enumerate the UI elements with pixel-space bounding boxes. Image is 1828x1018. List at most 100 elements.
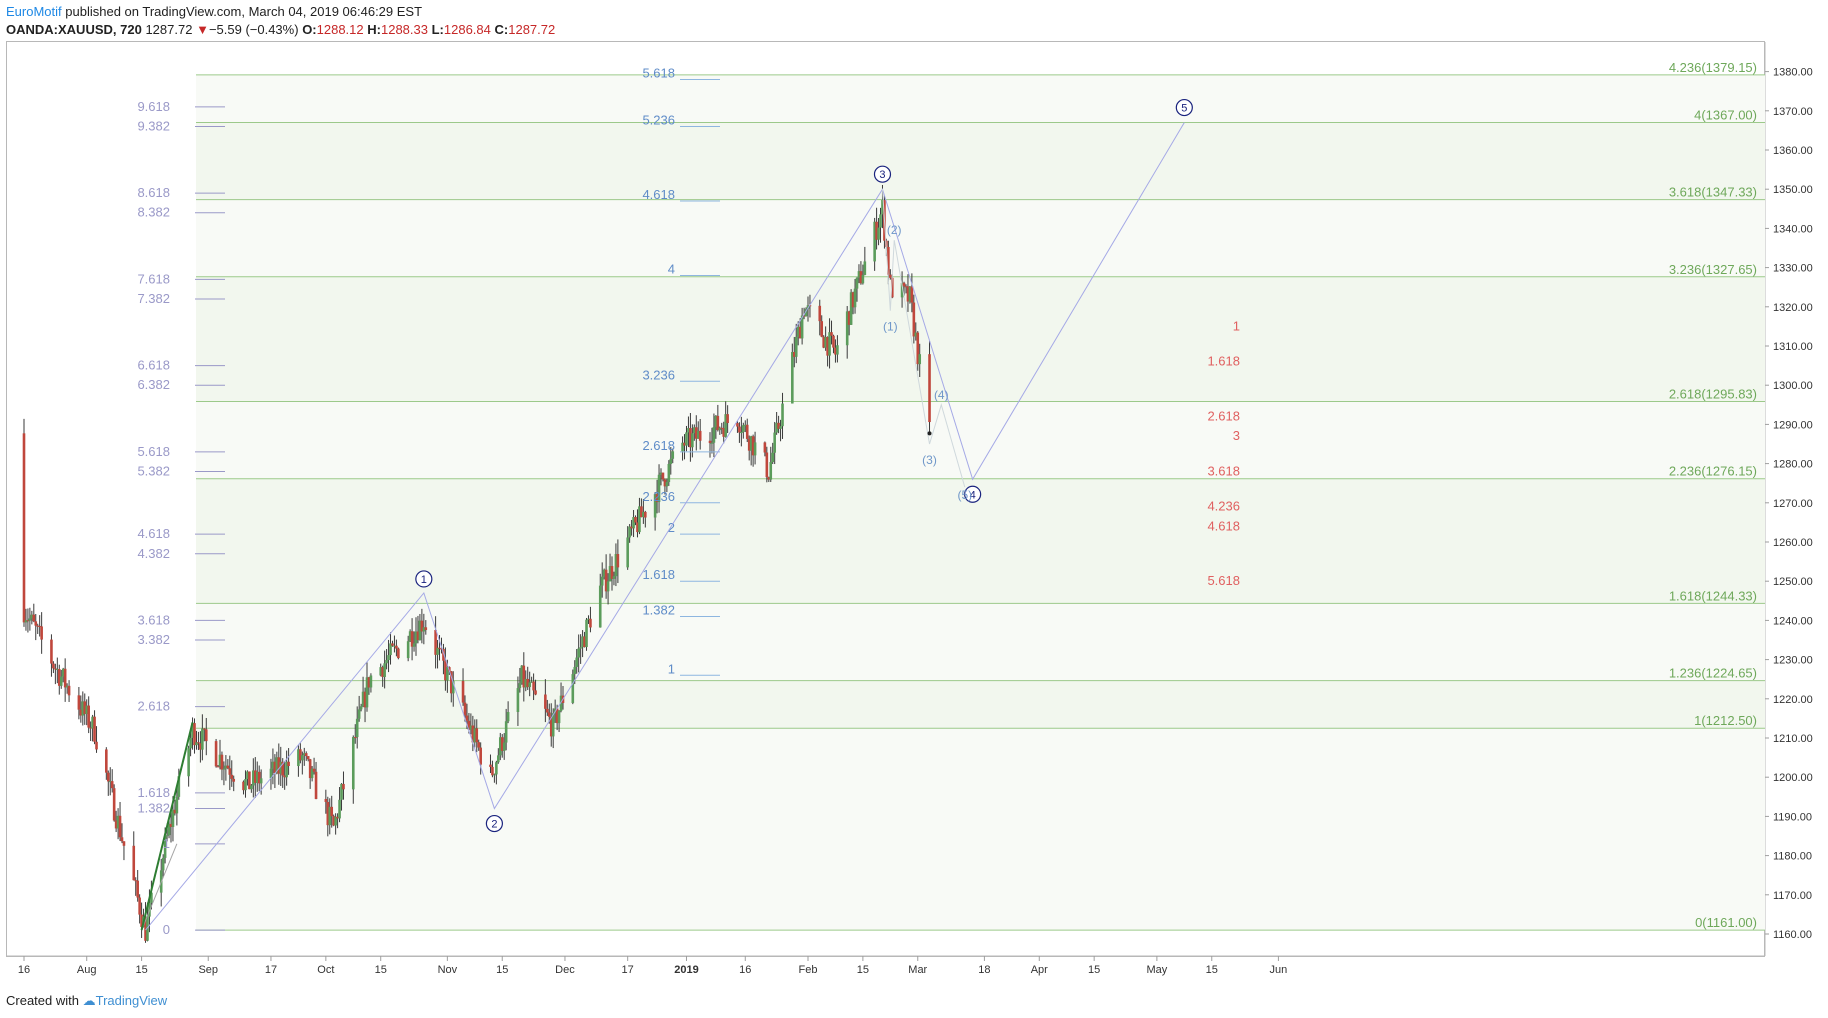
candle-body <box>144 916 147 941</box>
tradingview-link[interactable]: TradingView <box>95 993 168 1008</box>
candle-body <box>357 709 361 719</box>
fib-zone <box>196 122 1765 200</box>
candle-body <box>824 337 827 348</box>
candle-body <box>336 816 339 819</box>
elliott-wave-path[interactable] <box>145 122 1185 931</box>
candle-body <box>547 712 551 717</box>
candle-body <box>585 619 588 648</box>
candle-body <box>338 799 341 819</box>
y-tick-label: 1230.00 <box>1773 655 1813 667</box>
change-arrow-icon: ▼ <box>196 22 209 37</box>
candle-body <box>173 809 177 814</box>
candle-body <box>775 422 778 433</box>
wave-label-circle[interactable] <box>415 570 433 588</box>
y-tick-label: 1320.00 <box>1773 302 1813 314</box>
author-link[interactable]: EuroMotif <box>6 4 62 19</box>
candle-body <box>504 721 508 743</box>
candle-body <box>851 292 855 308</box>
candle-body <box>446 667 449 681</box>
projection-leg <box>141 843 178 931</box>
candle-body <box>902 282 906 287</box>
candle-body <box>544 694 547 709</box>
fib-zone <box>196 603 1765 681</box>
candle-body <box>742 425 745 433</box>
candle-body <box>438 647 441 649</box>
candle-body <box>395 645 398 649</box>
wave-label-circle[interactable] <box>485 814 503 833</box>
candle-body <box>491 766 494 776</box>
candle-body <box>916 332 920 365</box>
wave-label-circle[interactable] <box>964 485 982 503</box>
y-tick-label: 1160.00 <box>1773 929 1812 941</box>
candle-body <box>720 427 724 429</box>
candle-body <box>612 576 616 579</box>
fib-level-label: 4(1367.00) <box>1694 108 1757 123</box>
fib-zone <box>196 199 1765 277</box>
wave-label-circle[interactable] <box>1175 98 1193 117</box>
candle-body <box>765 452 769 478</box>
candle-body <box>365 677 369 708</box>
candle-body <box>271 761 275 769</box>
candle-body <box>297 749 300 767</box>
candle-body <box>340 783 343 800</box>
candle-body <box>222 768 226 770</box>
candle-body <box>118 815 122 838</box>
candle-body <box>859 271 863 284</box>
candle-body <box>473 728 477 743</box>
candle-body <box>134 880 138 882</box>
candle-body <box>334 816 337 826</box>
candle-body <box>724 414 727 437</box>
candle-body <box>361 691 365 707</box>
candle-body <box>171 809 175 827</box>
candle-body <box>324 798 328 802</box>
candle-body <box>753 442 757 456</box>
candle-body <box>722 427 726 437</box>
candle-body <box>600 576 604 586</box>
y-tick-label: 1380.00 <box>1773 67 1813 79</box>
candle-body <box>191 723 194 738</box>
candle-body <box>444 660 447 681</box>
candle-body <box>630 526 633 529</box>
tradingview-logo-icon[interactable]: ☁ <box>82 993 96 1008</box>
wave-label-circle[interactable] <box>873 165 892 183</box>
candle-body <box>169 823 173 827</box>
candle-body <box>845 311 849 346</box>
candle-body <box>708 440 712 444</box>
candle-body <box>581 636 584 648</box>
wave-label: 5 <box>1181 103 1187 115</box>
candle-body <box>197 742 200 744</box>
candle-body <box>116 815 120 829</box>
candle-body <box>63 668 67 688</box>
x-tick-label: Apr <box>1031 964 1048 976</box>
candle-body <box>551 713 555 737</box>
candle-body <box>38 625 41 627</box>
candle-body <box>448 667 451 672</box>
candle-body <box>500 737 504 751</box>
candle-body <box>112 788 116 821</box>
candle-body <box>279 761 283 774</box>
x-tick-label: 16 <box>739 964 751 976</box>
candle-body <box>301 755 304 761</box>
projection-level-label: 8.618 <box>137 185 170 200</box>
candle-body <box>798 326 802 339</box>
candle-body <box>381 667 384 678</box>
x-tick-label: Nov <box>438 964 458 976</box>
candle-body <box>914 332 918 337</box>
candle-body <box>451 681 455 694</box>
candle-body <box>114 820 118 829</box>
candle-body <box>877 227 880 240</box>
impulse-leg[interactable] <box>140 722 194 931</box>
x-tick-label: May <box>1146 964 1167 976</box>
projection-level-label: 7.382 <box>137 291 170 306</box>
projection-level-label: 0 <box>163 922 170 937</box>
fib-level-label: 3.236(1327.65) <box>1669 262 1757 277</box>
candle-body <box>524 678 528 688</box>
y-tick-label: 1300.00 <box>1773 380 1813 392</box>
projection-level-label: 9.382 <box>137 118 170 133</box>
projection-level-label: 5.618 <box>137 444 170 459</box>
candle-body <box>632 517 635 529</box>
candle-body <box>777 422 780 429</box>
fib-zone <box>196 74 1765 123</box>
candle-body <box>502 742 506 751</box>
